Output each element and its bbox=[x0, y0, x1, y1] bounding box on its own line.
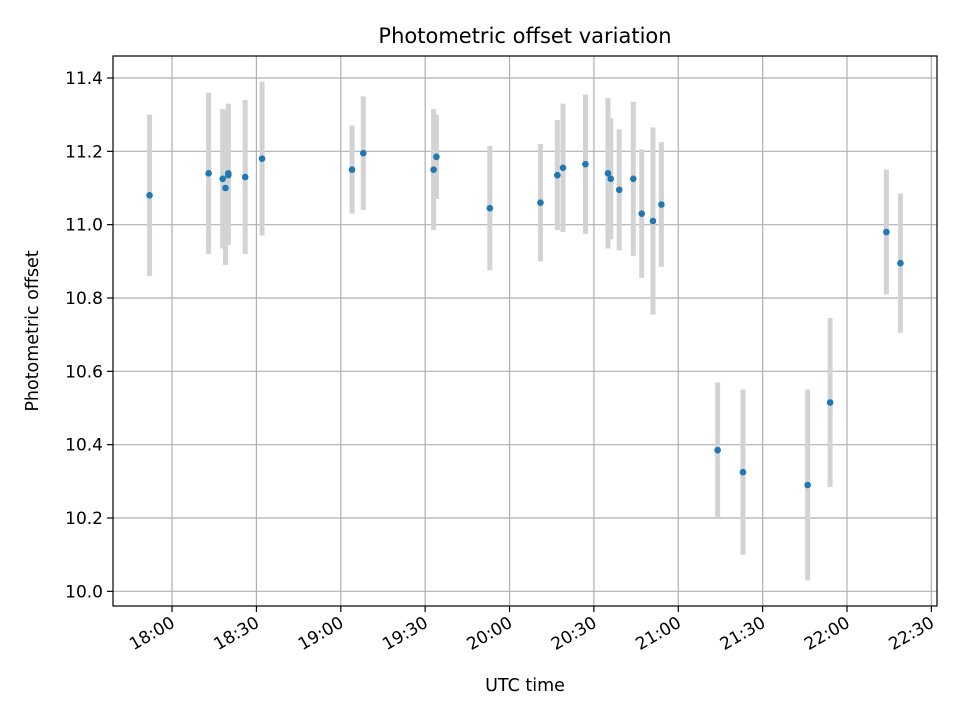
y-tick-label: 10.0 bbox=[65, 582, 103, 602]
y-axis-label: Photometric offset bbox=[23, 250, 43, 411]
data-point bbox=[638, 210, 646, 217]
grid-layer bbox=[113, 56, 937, 606]
y-tick-label: 11.2 bbox=[65, 142, 103, 162]
data-point bbox=[804, 481, 811, 489]
data-point bbox=[582, 160, 589, 168]
data-point bbox=[359, 149, 367, 157]
data-point bbox=[883, 228, 890, 236]
data-point bbox=[146, 192, 153, 199]
data-point bbox=[219, 175, 226, 183]
data-point bbox=[348, 166, 356, 173]
data-point bbox=[433, 153, 440, 161]
chart-title: Photometric offset variation bbox=[378, 24, 671, 48]
y-tick-label: 10.6 bbox=[65, 362, 103, 382]
data-point bbox=[607, 175, 615, 183]
data-point bbox=[222, 184, 229, 192]
data-point bbox=[554, 171, 561, 179]
data-point bbox=[826, 399, 834, 406]
data-point bbox=[486, 204, 494, 212]
x-axis-label: UTC time bbox=[485, 676, 565, 696]
data-point bbox=[559, 164, 567, 172]
data-point bbox=[225, 170, 232, 177]
y-tick-label: 10.2 bbox=[65, 509, 103, 529]
data-point bbox=[537, 199, 544, 206]
data-point bbox=[205, 170, 212, 177]
data-point bbox=[241, 173, 249, 181]
y-tick-label: 11.4 bbox=[65, 69, 103, 89]
data-point bbox=[739, 468, 747, 476]
data-point bbox=[629, 175, 637, 183]
data-point bbox=[649, 217, 657, 225]
plot-area-frame bbox=[112, 55, 938, 607]
data-point bbox=[258, 155, 266, 162]
data-point bbox=[658, 201, 665, 208]
data-point bbox=[615, 186, 623, 194]
data-point bbox=[430, 166, 437, 173]
y-tick-label: 10.4 bbox=[65, 436, 103, 456]
y-tick-label: 11.0 bbox=[65, 216, 103, 236]
y-tick-label: 10.8 bbox=[65, 289, 103, 309]
data-point bbox=[897, 259, 904, 267]
data-point bbox=[714, 446, 721, 454]
data-point bbox=[604, 170, 612, 177]
data-point-layer bbox=[146, 149, 904, 489]
